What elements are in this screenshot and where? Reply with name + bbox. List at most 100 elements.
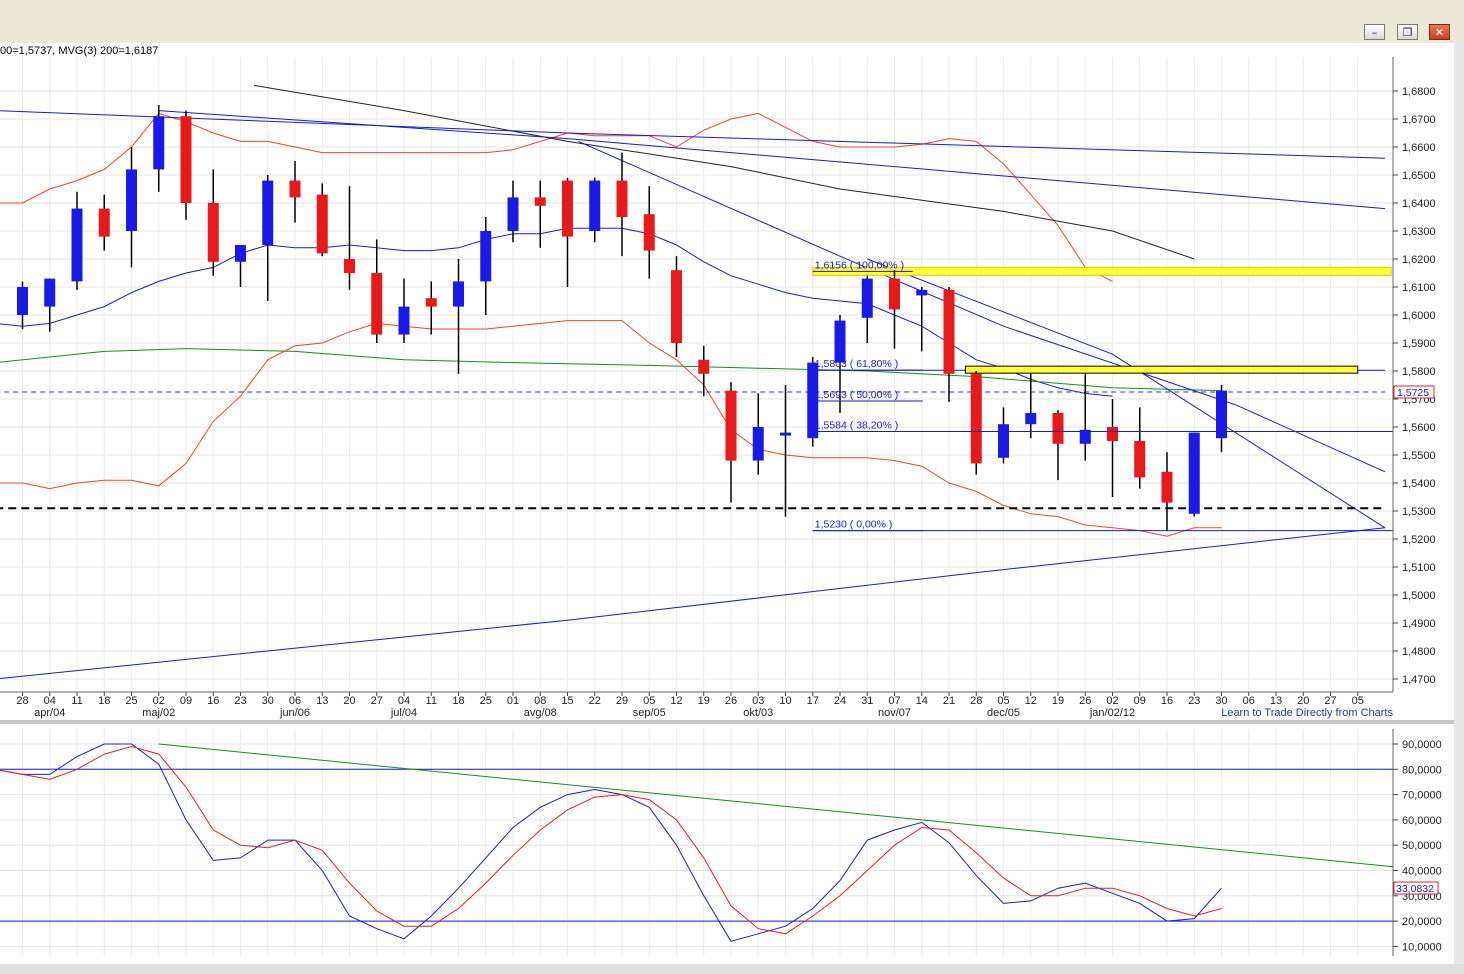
date-tick-label: 19 [1052, 695, 1064, 707]
date-tick-label: 21 [943, 695, 955, 707]
price-tick-label: 1,4900 [1402, 618, 1436, 630]
date-tick-label: 11 [71, 695, 82, 707]
mid-channel-line [158, 110, 1386, 210]
bear-candle [562, 180, 573, 237]
indicator-legend: 00=1,5737, MVG(3) 200=1,6187 [0, 45, 158, 57]
date-tick-label: 30 [262, 695, 274, 707]
date-tick-label: 26 [725, 695, 737, 707]
date-tick-label: 27 [1324, 695, 1336, 707]
middle-ma-line [0, 227, 1113, 397]
bear-candle [425, 298, 437, 307]
price-tick-label: 1,4700 [1402, 674, 1436, 686]
current-price-box [1393, 385, 1435, 399]
date-tick-label: 09 [180, 695, 192, 707]
fib-label: 1,5693 ( 50,00% ) [815, 389, 898, 401]
month-label: jul/04 [390, 707, 417, 719]
price-tick-label: 1,6100 [1402, 282, 1436, 294]
bear-candle [316, 194, 328, 254]
bear-candle [1161, 471, 1173, 503]
bull-candle [17, 287, 28, 315]
lower-envelope-line [0, 320, 1222, 537]
month-label: dec/05 [987, 707, 1020, 719]
price-tick-label: 1,6700 [1402, 114, 1436, 126]
date-tick-label: 02 [153, 695, 165, 707]
date-tick-label: 12 [670, 695, 682, 707]
month-label: okt/03 [743, 707, 773, 719]
bull-candle [453, 281, 464, 307]
date-tick-label: 17 [807, 695, 819, 707]
date-tick-label: 18 [98, 695, 110, 707]
close-button[interactable]: ✕ [1429, 24, 1450, 40]
date-tick-label: 10 [779, 695, 791, 707]
price-tick-label: 1,5300 [1402, 506, 1436, 518]
price-tick-label: 1,6600 [1402, 142, 1436, 154]
month-label: jan/02/12 [1089, 707, 1135, 719]
bear-candle [534, 197, 546, 206]
bear-candle [344, 259, 355, 273]
date-tick-label: 25 [480, 695, 492, 707]
price-tick-label: 1,5900 [1402, 338, 1436, 350]
month-label: sep/05 [633, 707, 666, 719]
minimize-button[interactable]: – [1364, 24, 1385, 40]
date-tick-label: 05 [1352, 695, 1364, 707]
date-tick-label: 24 [834, 695, 846, 707]
long-downtrend-line [254, 84, 1195, 260]
date-tick-label: 06 [289, 695, 301, 707]
oscillator-trendline [158, 743, 1394, 868]
osc-tick-label: 40,0000 [1402, 866, 1442, 878]
date-tick-label: 20 [1297, 695, 1309, 707]
bear-candle [1134, 441, 1146, 478]
bull-candle [916, 289, 928, 296]
date-tick-label: 26 [1079, 695, 1091, 707]
price-tick-label: 1,5600 [1402, 422, 1436, 434]
bull-candle [1025, 413, 1037, 425]
bottom-scroll-strip [0, 964, 1464, 974]
fibonacci-retracement[interactable]: 1,6156 ( 100,00% ) 1,5803 ( 61,80% ) 1,569… [812, 259, 1393, 532]
bull-candle [507, 197, 519, 231]
fib-label: 1,5803 ( 61,80% ) [815, 358, 898, 370]
osc-tick-label: 60,0000 [1402, 815, 1442, 827]
bear-candle [289, 180, 301, 198]
oscillator-series[interactable] [0, 743, 1222, 942]
date-tick-label: 29 [616, 695, 628, 707]
date-tick-label: 11 [426, 695, 437, 707]
bear-candle [98, 208, 110, 237]
bull-candle [398, 306, 410, 335]
bear-candle [943, 289, 955, 374]
chart-area[interactable]: 00=1,5737, MVG(3) 200=1,6187 1,6156 ( 10… [0, 43, 1454, 964]
bull-candle [1216, 390, 1227, 439]
candlestick-series[interactable] [17, 105, 1227, 531]
date-tick-label: 03 [752, 695, 764, 707]
osc-tick-label: 20,0000 [1402, 916, 1442, 928]
price-tick-label: 1,6500 [1402, 170, 1436, 182]
descending-trendline-1 [578, 140, 1386, 473]
osc-tick-label: 90,0000 [1402, 739, 1442, 751]
red-oscillator-line [0, 745, 1222, 935]
fib-label: 1,6156 ( 100,00% ) [815, 259, 904, 271]
bull-candle [1188, 432, 1200, 514]
price-tick-label: 1,5800 [1402, 366, 1436, 378]
month-label: apr/04 [34, 707, 65, 719]
bull-candle [235, 245, 246, 262]
bull-candle [998, 424, 1009, 458]
date-tick-label: 04 [398, 695, 410, 707]
learn-to-trade-link[interactable]: Learn to Trade Directly from Charts [1221, 707, 1393, 719]
restore-button[interactable]: ❐ [1397, 24, 1418, 40]
bull-candle [1079, 429, 1091, 444]
bull-candle [71, 208, 83, 282]
pane-splitter [0, 720, 1454, 724]
date-tick-label: 13 [316, 695, 328, 707]
bull-candle [262, 180, 274, 245]
fib-label: 1,5230 ( 0,00% ) [815, 519, 893, 531]
month-label: jun/06 [279, 707, 310, 719]
date-tick-label: 28 [970, 695, 982, 707]
bear-candle [725, 390, 737, 461]
bull-candle [589, 180, 601, 231]
rising-support-line [0, 527, 1386, 680]
bear-candle [371, 273, 383, 335]
oscillator-axis: 90,0000 80,0000 70,0000 60,0000 50,0000 40,00… [1392, 729, 1442, 956]
month-label: nov/07 [878, 707, 911, 719]
bear-candle [1107, 427, 1118, 441]
date-tick-label: 07 [888, 695, 900, 707]
date-tick-label: 23 [1188, 695, 1200, 707]
